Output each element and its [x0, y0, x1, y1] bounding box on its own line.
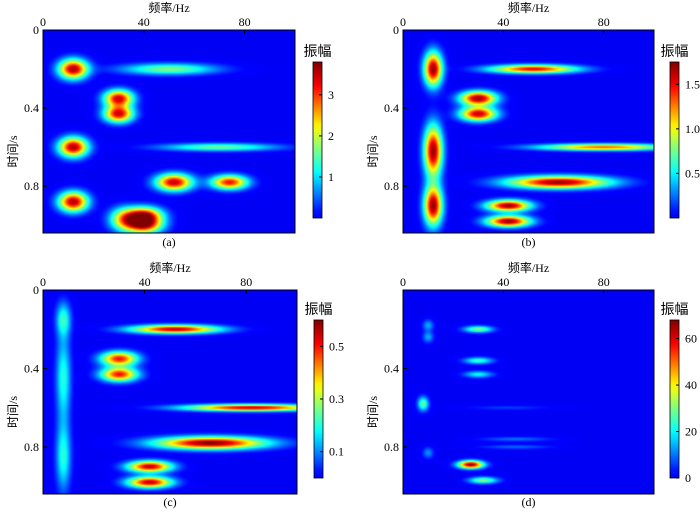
heatmap-image [43, 30, 295, 233]
colorbar-tick-label: 0.1 [329, 445, 344, 459]
y-tick-label: 0.8 [24, 179, 39, 193]
panel-caption: (c) [163, 495, 176, 509]
x-tick-label: 80 [240, 275, 252, 289]
colorbar-tick-label: 2 [328, 129, 334, 143]
x-axis-label: 频率/Hz [508, 0, 549, 15]
heatmap-image [403, 290, 654, 494]
panel-c: 0 40 80 频率/Hz 0 0.4 0.8 时间/s 振幅 0.1 0.3 0.5 (c) [6, 260, 344, 509]
x-tick-label: 80 [598, 275, 610, 289]
colorbar [669, 319, 680, 479]
x-tick-label: 40 [139, 275, 151, 289]
y-tick-label: 0.4 [384, 361, 399, 375]
x-axis-label: 频率/Hz [508, 260, 549, 275]
x-tick-label: 80 [239, 15, 251, 29]
panel-d: 0 40 80 频率/Hz 0.4 0.8 时间/s 振幅 0 20 40 60 (d) [366, 260, 697, 509]
panel-caption: (a) [162, 235, 175, 249]
y-tick-label: 0.4 [24, 101, 39, 115]
heatmap-image [43, 290, 297, 494]
y-tick-label: 0.4 [384, 101, 399, 115]
colorbar [312, 61, 323, 219]
plot-frame [402, 29, 655, 234]
y-axis-label: 时间/s [6, 396, 20, 428]
x-tick-label: 40 [497, 275, 509, 289]
y-tick-label: 0 [33, 283, 39, 297]
colorbar-label: 振幅 [305, 302, 333, 318]
x-tick-label: 80 [598, 15, 610, 29]
panel-caption: (b) [522, 235, 536, 249]
plot-frame [42, 29, 296, 234]
colorbar-label: 振幅 [661, 302, 689, 318]
panel-b: 0 40 80 频率/Hz 0 0.4 0.8 时间/s 振幅 0.5 1.0 1.5 (b) [366, 0, 700, 249]
y-tick-label: 0.8 [24, 440, 39, 454]
colorbar [669, 61, 680, 219]
x-tick-label: 0 [40, 275, 46, 289]
y-tick-label: 0 [33, 23, 39, 37]
plot-frame [42, 289, 298, 495]
colorbar-label: 振幅 [661, 44, 689, 60]
y-tick-label: 0.4 [24, 361, 39, 375]
colorbar-tick-label: 60 [685, 332, 697, 346]
y-axis-label: 时间/s [366, 396, 380, 428]
x-tick-label: 0 [40, 15, 46, 29]
colorbar-tick-label: 1.5 [685, 77, 700, 91]
y-axis-label: 时间/s [366, 135, 380, 167]
panel-a: 0 40 80 频率/Hz 0 0.4 0.8 时间/s 振幅 1 2 3 (a) [6, 0, 334, 249]
x-tick-label: 40 [138, 15, 150, 29]
y-tick-label: 0 [393, 23, 399, 37]
colorbar-tick-label: 1 [328, 170, 334, 184]
colorbar-tick-label: 1.0 [685, 122, 700, 136]
colorbar-tick-label: 40 [685, 378, 697, 392]
x-axis-label: 频率/Hz [148, 0, 189, 15]
plot-frame [402, 289, 655, 495]
colorbar-tick-label: 0.5 [329, 339, 344, 353]
panel-caption: (d) [522, 495, 536, 509]
colorbar-tick-label: 0.5 [685, 166, 700, 180]
colorbar-tick-label: 20 [685, 425, 697, 439]
colorbar-tick-label: 3 [328, 88, 334, 102]
y-axis-label: 时间/s [6, 135, 20, 167]
x-tick-label: 0 [400, 15, 406, 29]
x-axis-label: 频率/Hz [149, 260, 190, 275]
y-tick-label: 0.8 [384, 179, 399, 193]
heatmap-image [403, 30, 654, 233]
colorbar-tick-label: 0.3 [329, 392, 344, 406]
x-tick-label: 40 [497, 15, 509, 29]
x-tick-label: 0 [400, 275, 406, 289]
colorbar-tick-label: 0 [685, 471, 691, 485]
y-tick-label: 0.8 [384, 440, 399, 454]
colorbar-label: 振幅 [304, 44, 332, 60]
